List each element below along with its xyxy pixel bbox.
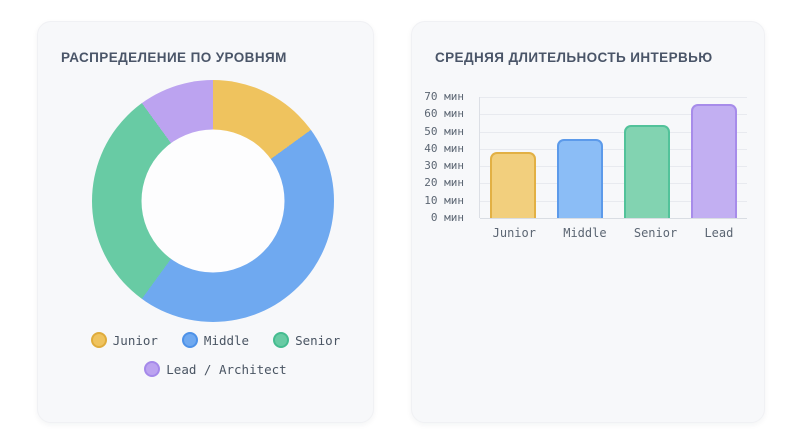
avg-duration-title: СРЕДНЯЯ ДЛИТЕЛЬНОСТЬ ИНТЕРВЬЮ	[435, 50, 713, 65]
legend-swatch	[90, 332, 107, 348]
y-tick: 60 мин	[424, 107, 464, 121]
x-label-senior: Senior	[633, 226, 678, 240]
y-tick: 30 мин	[424, 159, 464, 173]
avg-duration-card: СРЕДНЯЯ ДЛИТЕЛЬНОСТЬ ИНТЕРВЬЮ 70 мин 60 м…	[411, 21, 765, 423]
legend-label: Lead / Architect	[166, 361, 287, 377]
level-distribution-donut[interactable]	[91, 80, 334, 322]
y-axis-ticks: 70 мин 60 мин 50 мин 40 мин 30 мин 20 мин 10 м…	[412, 91, 472, 224]
legend-item-senior[interactable]: Senior	[273, 332, 340, 348]
legend-item-middle[interactable]: Middle	[181, 332, 250, 348]
x-axis-baseline	[480, 218, 747, 219]
legend-swatch	[181, 332, 198, 348]
bar-junior[interactable]	[490, 152, 537, 218]
legend-swatch	[144, 361, 161, 377]
gridline	[480, 131, 747, 133]
bar-senior[interactable]	[623, 124, 670, 218]
bar-plot-area	[479, 97, 747, 219]
y-tick: 20 мин	[424, 176, 464, 190]
x-label-lead: Lead	[704, 226, 734, 240]
chart-legend: Junior Middle Senior Lead / Architect	[66, 332, 366, 377]
legend-swatch	[273, 332, 290, 348]
donut-hole	[141, 129, 284, 273]
legend-label: Middle	[203, 332, 250, 348]
y-tick: 10 мин	[424, 193, 464, 207]
legend-label: Junior	[112, 332, 158, 348]
x-label-junior: Junior	[492, 226, 536, 240]
gridline	[480, 148, 747, 150]
gridline	[480, 114, 747, 116]
avg-duration-bar-chart: 70 мин 60 мин 50 мин 40 мин 30 мин 20 мин 10 м…	[412, 22, 764, 422]
y-tick: 40 мин	[424, 141, 464, 155]
x-axis-labels: Junior Middle Senior Lead	[479, 226, 747, 240]
gridline	[480, 200, 747, 202]
bar-middle[interactable]	[557, 138, 604, 218]
level-distribution-card: РАСПРЕДЕЛЕНИЕ ПО УРОВНЯМ Junior Middle Sen…	[37, 21, 374, 423]
y-tick: 70 мин	[424, 90, 464, 103]
gridline	[480, 97, 747, 98]
level-distribution-chart-area	[91, 80, 334, 322]
x-label-middle: Middle	[563, 226, 607, 240]
legend-item-lead-architect[interactable]: Lead / Architect	[144, 361, 287, 377]
legend-item-junior[interactable]: Junior	[90, 332, 158, 348]
y-tick: 50 мин	[424, 124, 464, 138]
legend-label: Senior	[295, 332, 341, 348]
bars-container	[480, 97, 747, 218]
gridline	[480, 183, 747, 185]
bar-lead[interactable]	[690, 103, 737, 218]
level-distribution-title: РАСПРЕДЕЛЕНИЕ ПО УРОВНЯМ	[61, 50, 287, 65]
y-tick: 0 мин	[430, 211, 464, 224]
gridline	[480, 166, 747, 168]
